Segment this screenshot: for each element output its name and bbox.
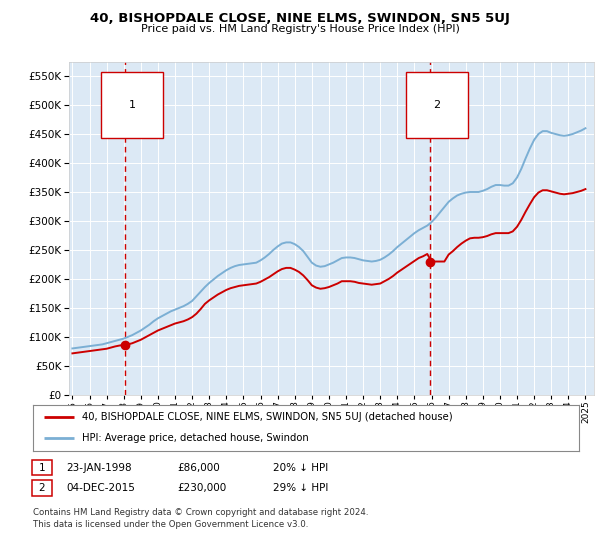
Text: Price paid vs. HM Land Registry's House Price Index (HPI): Price paid vs. HM Land Registry's House … [140, 24, 460, 34]
Text: 1: 1 [38, 463, 46, 473]
Text: Contains HM Land Registry data © Crown copyright and database right 2024.
This d: Contains HM Land Registry data © Crown c… [33, 508, 368, 529]
Text: 2: 2 [38, 483, 46, 493]
Text: 23-JAN-1998: 23-JAN-1998 [66, 463, 131, 473]
Text: 04-DEC-2015: 04-DEC-2015 [66, 483, 135, 493]
Text: 2: 2 [434, 100, 441, 110]
Text: 20% ↓ HPI: 20% ↓ HPI [273, 463, 328, 473]
Text: HPI: Average price, detached house, Swindon: HPI: Average price, detached house, Swin… [82, 433, 309, 444]
Text: 1: 1 [128, 100, 136, 110]
Text: 29% ↓ HPI: 29% ↓ HPI [273, 483, 328, 493]
Text: £86,000: £86,000 [177, 463, 220, 473]
Text: 40, BISHOPDALE CLOSE, NINE ELMS, SWINDON, SN5 5UJ: 40, BISHOPDALE CLOSE, NINE ELMS, SWINDON… [90, 12, 510, 25]
Text: £230,000: £230,000 [177, 483, 226, 493]
Text: 40, BISHOPDALE CLOSE, NINE ELMS, SWINDON, SN5 5UJ (detached house): 40, BISHOPDALE CLOSE, NINE ELMS, SWINDON… [82, 412, 453, 422]
